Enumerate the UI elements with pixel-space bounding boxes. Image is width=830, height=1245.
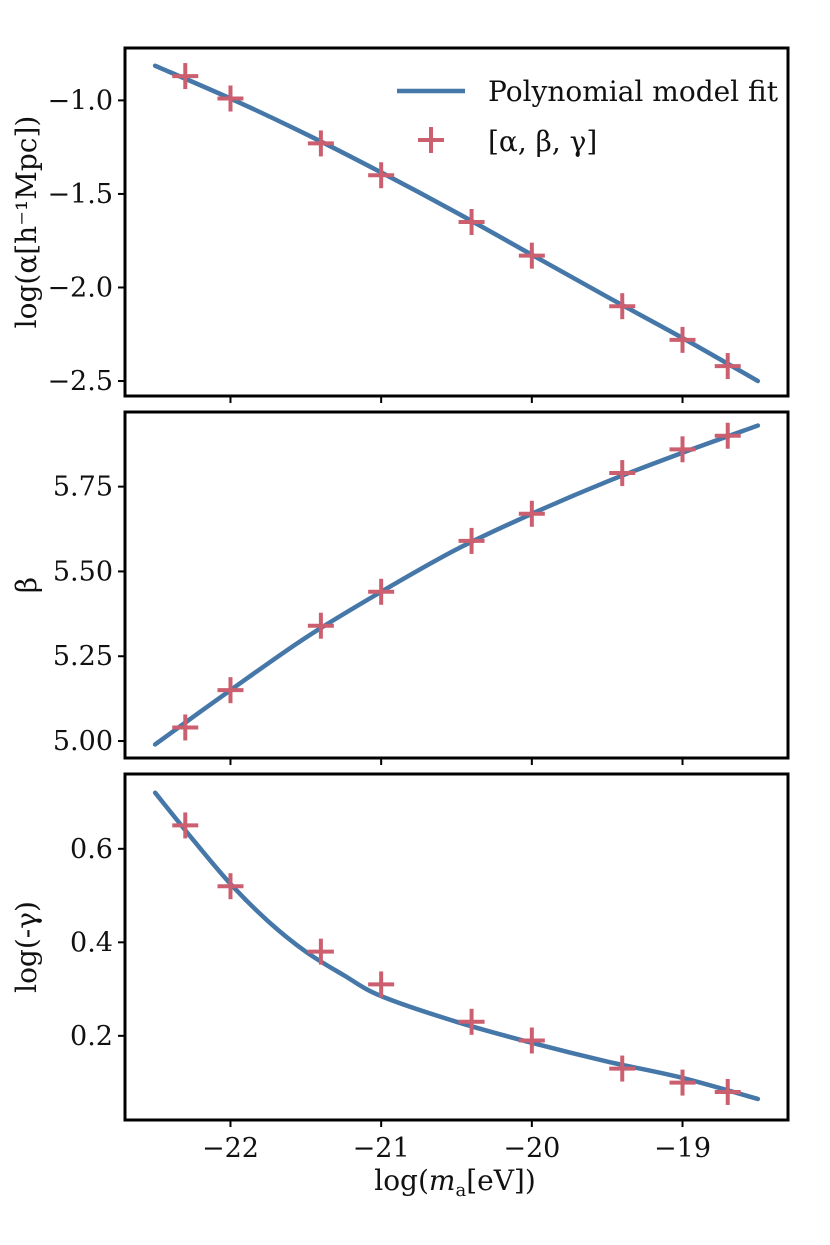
data-point (609, 1055, 636, 1082)
x-tick-label: −19 (654, 1133, 711, 1164)
x-tick-label: −20 (503, 1133, 560, 1164)
y-axis-label: log(α[h⁻¹Mpc]) (10, 116, 43, 329)
y-tick-label: −1.5 (47, 179, 113, 210)
y-tick-label: 5.75 (53, 472, 113, 503)
legend-points-label: [α, β, γ] (488, 125, 597, 158)
legend: Polynomial model fit [α, β, γ] (397, 75, 779, 158)
y-tick-label: 0.2 (70, 1021, 113, 1052)
fit-line (152, 63, 761, 384)
data-point (172, 63, 199, 90)
axes-frame (123, 772, 790, 1122)
legend-points-swatch (418, 127, 444, 153)
data-point (172, 812, 199, 839)
y-tick-label: 0.6 (70, 834, 113, 865)
data-point (217, 873, 244, 900)
data-point (518, 500, 545, 527)
data-point (669, 436, 696, 463)
data-point (458, 1008, 485, 1035)
y-tick-label: −2.0 (47, 272, 113, 303)
data-point (307, 130, 334, 157)
data-point (714, 1078, 741, 1105)
x-tick-label: −22 (202, 1133, 259, 1164)
data-point (172, 714, 199, 741)
y-tick-label: 5.00 (53, 726, 113, 757)
y-axis-label: log(-γ) (10, 901, 43, 993)
data-point (609, 293, 636, 320)
data-point (714, 422, 741, 449)
axes-frame (123, 410, 790, 760)
data-point (714, 353, 741, 380)
data-point (669, 1069, 696, 1096)
data-point (458, 209, 485, 235)
x-tick-label: −21 (353, 1133, 410, 1164)
y-tick-label: 0.4 (70, 927, 113, 958)
y-tick-label: −2.5 (47, 366, 113, 397)
y-axis-label: β (10, 577, 43, 593)
y-tick-label: 5.25 (53, 641, 113, 672)
data-point (368, 578, 395, 605)
panel-bottom: 0.2 0.4 0.6 −22 −21 −20 −19 log(-γ) (10, 772, 790, 1164)
y-tick-label: 5.50 (53, 556, 113, 587)
data-point (458, 527, 485, 554)
data-point (307, 938, 334, 965)
data-point (368, 971, 395, 998)
panels: −1.0−1.5−2.0−2.5log(α[h⁻¹Mpc])5.005.255.… (10, 46, 790, 1164)
data-point (518, 242, 545, 269)
data-point (217, 85, 244, 112)
panel-middle: 5.00 5.25 5.50 5.75 β (10, 410, 790, 765)
data-point (669, 326, 696, 353)
x-axis-label: log(ma[eV]) (374, 1164, 536, 1201)
axes-frame (123, 46, 790, 398)
data-point (217, 677, 244, 704)
data-point (368, 162, 395, 189)
legend-fit-label: Polynomial model fit (488, 75, 779, 108)
data-point (609, 460, 636, 487)
fit-line (152, 790, 761, 1102)
data-point (518, 1027, 545, 1054)
y-tick-label: −1.0 (47, 85, 113, 116)
fit-line (152, 423, 761, 747)
data-point (307, 612, 334, 639)
panel-top: −1.0 −1.5 −2.0 −2.5 log(α[h⁻¹Mpc]) (10, 46, 790, 403)
